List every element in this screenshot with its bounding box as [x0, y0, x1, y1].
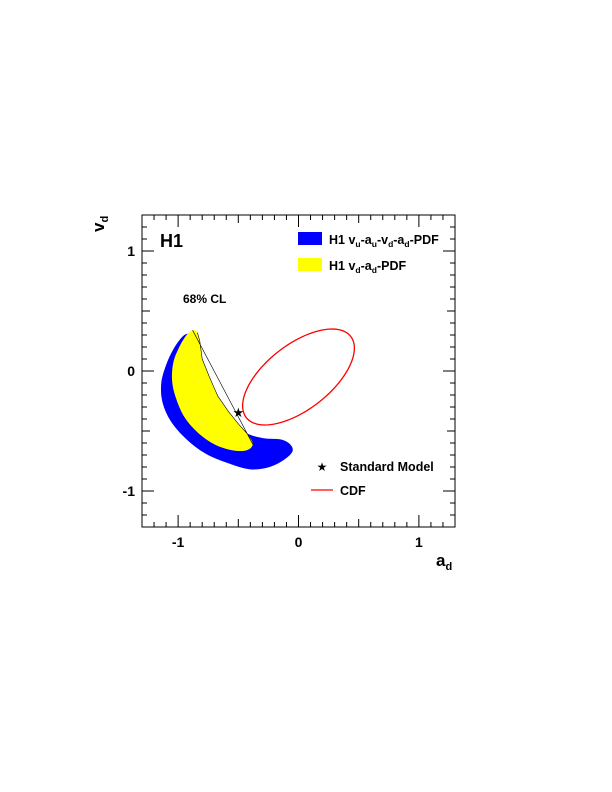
y-axis-title-main: v: [89, 222, 108, 232]
legend-text-part: H1 v: [329, 233, 355, 247]
legend-text-part: -v: [377, 233, 388, 247]
legend-text-part: u: [372, 239, 377, 249]
legend-text-part: H1 v: [329, 259, 355, 273]
x-tick-label: 0: [295, 534, 303, 550]
y-tick-label: -1: [123, 483, 136, 499]
contour-h1-vd-ad-pdf-region: [171, 330, 253, 451]
contour-boundary-line: [192, 330, 254, 445]
legend-swatch-blue: [298, 232, 322, 245]
x-tick-label: -1: [172, 534, 185, 550]
marker-standard-model: ★: [232, 406, 244, 421]
legend-text-part: -a: [361, 233, 373, 247]
confidence-level-label: 68% CL: [183, 292, 226, 306]
legend-text-part: u: [355, 239, 360, 249]
x-axis-title: ad: [436, 551, 452, 573]
legend-text-part: d: [388, 239, 393, 249]
plot-content: [160, 328, 356, 470]
x-tick-label: 1: [415, 534, 423, 550]
legend-text-part: d: [355, 265, 360, 275]
legend-text-part: -PDF: [410, 233, 440, 247]
legend-swatch-yellow: [298, 258, 322, 271]
y-axis-title: vd: [89, 216, 111, 232]
legend-label-cdf: CDF: [340, 484, 366, 498]
y-axis-title-sub: d: [99, 216, 111, 223]
contour-cdf-ellipse: [241, 328, 356, 426]
legend-text-part: -a: [361, 259, 373, 273]
x-axis-title-main: a: [436, 551, 446, 570]
plot-area: ★: [160, 328, 356, 470]
legend-text-part: -a: [393, 233, 405, 247]
legend-text-part: d: [404, 239, 409, 249]
y-tick-label: 0: [127, 363, 135, 379]
experiment-label: H1: [160, 231, 183, 251]
legend-text-part: -PDF: [377, 259, 407, 273]
x-axis-title-sub: d: [445, 561, 452, 573]
legend-label-standard-model: Standard Model: [340, 460, 434, 474]
legend-symbol-star: ★: [317, 460, 328, 474]
y-tick-label: 1: [127, 243, 135, 259]
legend-label-vd-ad-pdf: H1 vd-ad-PDF: [329, 259, 406, 275]
legend-label-vu-au-vd-ad-pdf: H1 vu-au-vd-ad-PDF: [329, 233, 439, 249]
legend-text-part: d: [372, 265, 377, 275]
